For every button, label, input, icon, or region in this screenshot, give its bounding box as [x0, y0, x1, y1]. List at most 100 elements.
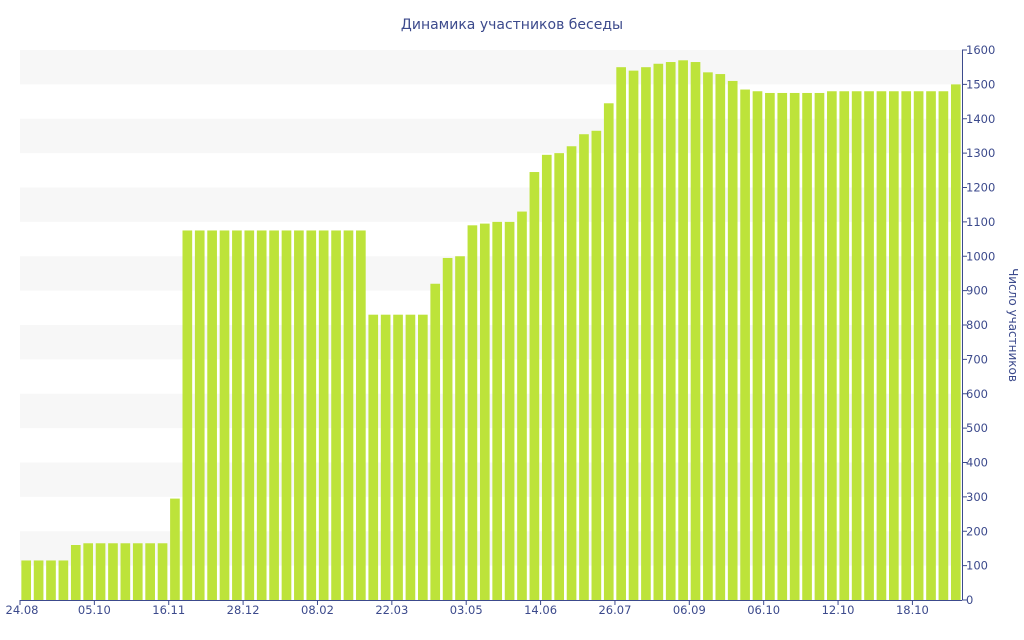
bar	[703, 72, 713, 601]
bar	[876, 91, 887, 600]
y-tick-label: 400	[966, 456, 988, 470]
bar-series	[21, 60, 961, 601]
y-tick-label: 600	[966, 387, 988, 401]
y-tick-label: 1400	[966, 112, 995, 126]
bar	[58, 560, 69, 600]
bar	[368, 314, 379, 600]
bar	[616, 67, 626, 600]
x-tick-label: 06.10	[747, 603, 780, 617]
bar	[926, 91, 936, 600]
bar	[281, 230, 292, 600]
bar	[715, 74, 726, 600]
bar	[256, 230, 267, 600]
y-tick-label: 1600	[966, 43, 995, 57]
bar	[579, 134, 589, 600]
bar	[492, 221, 503, 601]
bar	[541, 154, 552, 600]
bar	[603, 103, 614, 600]
bar	[554, 153, 565, 601]
bar	[938, 91, 949, 600]
bar	[727, 80, 738, 600]
x-tick-label: 24.08	[6, 603, 39, 617]
bar	[108, 543, 118, 600]
bar	[851, 91, 862, 600]
bar	[331, 230, 341, 600]
bar	[83, 543, 94, 600]
bar	[70, 545, 81, 600]
bar	[170, 498, 180, 600]
bar	[814, 92, 825, 600]
x-tick-label: 12.10	[822, 603, 855, 617]
bar	[591, 130, 602, 600]
y-axis-ticks: 0 100 200 300 400 500 600 700 800 900 1000 1100 1200…	[962, 43, 995, 607]
bar	[207, 230, 217, 600]
x-tick-label: 16.11	[152, 603, 185, 617]
x-tick-label: 05.10	[78, 603, 111, 617]
bar	[839, 91, 850, 600]
bar	[864, 91, 874, 600]
bar	[467, 225, 478, 600]
bar	[690, 62, 701, 600]
bar	[641, 67, 651, 600]
y-tick-label: 500	[966, 421, 988, 435]
bar	[740, 89, 750, 600]
bar	[765, 92, 775, 600]
bar	[343, 230, 354, 600]
bar	[405, 314, 416, 600]
y-axis-label: Число участников	[1006, 268, 1020, 382]
bar	[529, 172, 540, 600]
x-tick-label: 14.06	[524, 603, 557, 617]
y-tick-label: 1500	[966, 77, 995, 91]
bar	[455, 256, 465, 600]
bar	[566, 146, 577, 600]
bar	[913, 91, 924, 600]
bar	[653, 63, 664, 600]
y-tick-label: 0	[966, 593, 973, 607]
bar	[628, 70, 639, 601]
y-tick-label: 1300	[966, 146, 995, 160]
y-tick-label: 800	[966, 318, 988, 332]
bar	[430, 283, 441, 600]
bar	[442, 257, 453, 600]
bar	[777, 92, 788, 600]
bar	[157, 543, 168, 600]
x-tick-label: 28.12	[227, 603, 260, 617]
bar	[393, 314, 403, 600]
bar	[789, 92, 800, 600]
x-axis-ticks: 24.08 05.10 16.11 28.12 08.02 22.03 03.05 14.06…	[6, 600, 929, 617]
bar	[827, 91, 837, 600]
bar	[802, 92, 812, 600]
bar	[232, 230, 242, 600]
x-tick-label: 22.03	[375, 603, 408, 617]
bar	[752, 91, 763, 600]
bar	[120, 543, 131, 600]
bar	[306, 230, 317, 600]
x-tick-label: 26.07	[598, 603, 631, 617]
bar	[479, 223, 490, 600]
bar	[244, 230, 255, 600]
bar	[504, 221, 515, 601]
bar	[356, 230, 366, 600]
bar	[380, 314, 391, 600]
x-tick-label: 08.02	[301, 603, 334, 617]
bar	[95, 543, 106, 600]
y-tick-label: 100	[966, 559, 988, 573]
bar	[294, 230, 304, 600]
bar	[219, 230, 230, 600]
bar	[21, 560, 32, 600]
grid-band	[20, 50, 962, 85]
x-tick-label: 03.05	[450, 603, 483, 617]
y-tick-label: 900	[966, 284, 988, 298]
y-tick-label: 200	[966, 524, 988, 538]
bar	[269, 230, 279, 600]
bar	[678, 60, 688, 601]
bar	[33, 560, 44, 600]
bar	[950, 84, 961, 601]
y-tick-label: 300	[966, 490, 988, 504]
x-tick-label: 18.10	[896, 603, 929, 617]
bar	[889, 91, 899, 600]
bar	[418, 314, 428, 600]
y-tick-label: 1000	[966, 249, 995, 263]
bar	[46, 560, 56, 600]
